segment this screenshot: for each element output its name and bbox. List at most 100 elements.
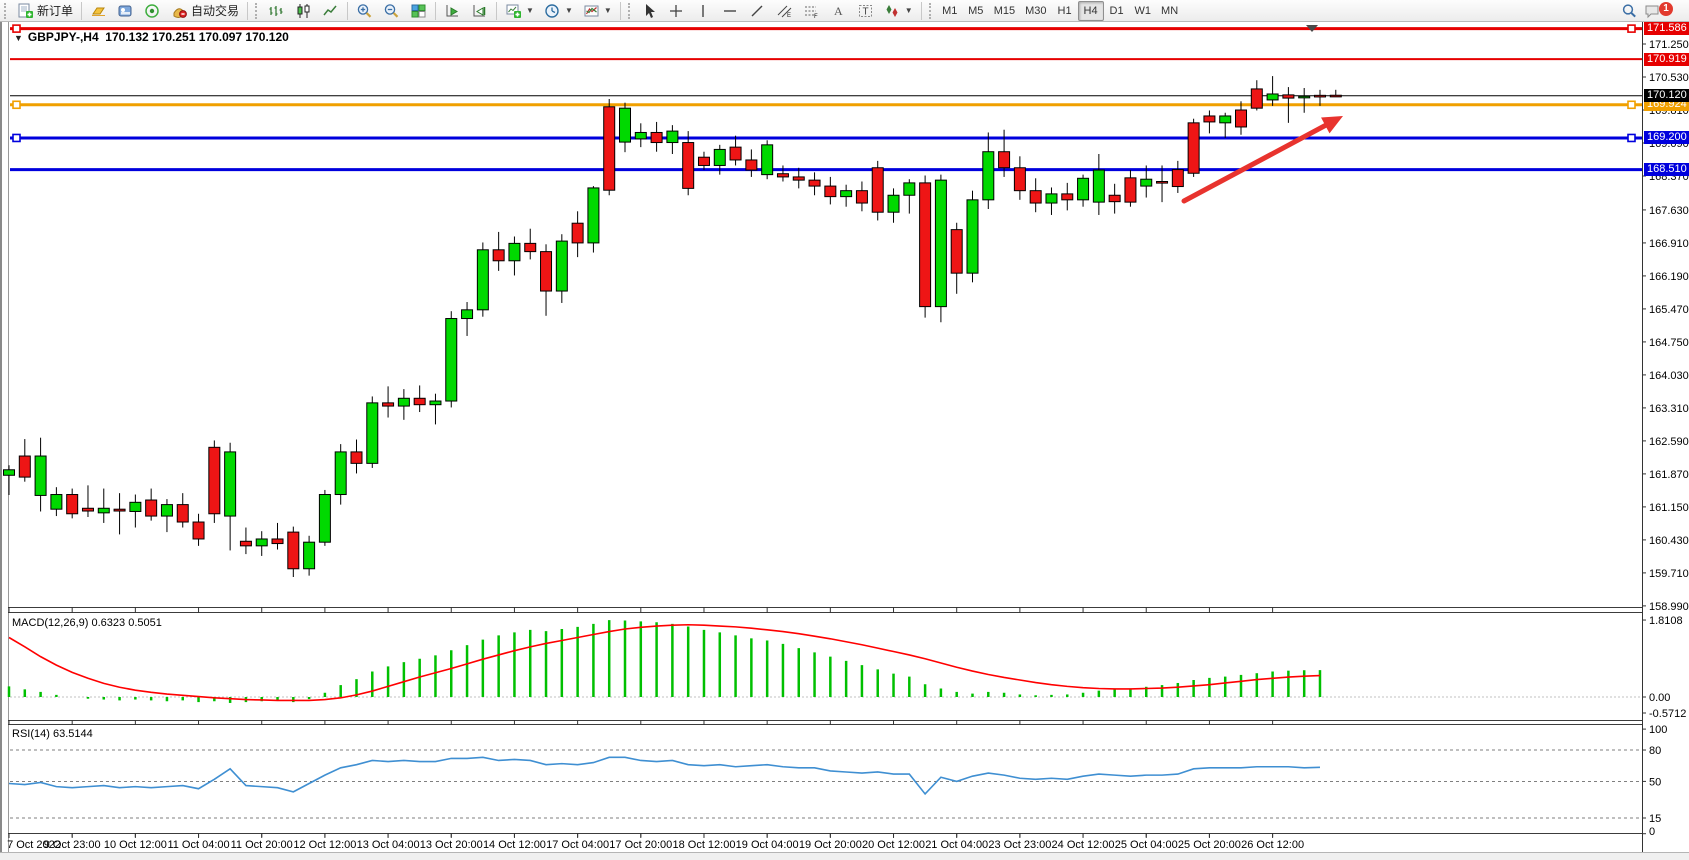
cursor-icon xyxy=(641,3,658,19)
svg-text:158.990: 158.990 xyxy=(1649,601,1689,613)
tile-windows-icon xyxy=(410,3,427,19)
gold-bars-button[interactable] xyxy=(85,1,112,21)
timeframe-m1[interactable]: M1 xyxy=(942,4,958,17)
svg-text:167.630: 167.630 xyxy=(1649,205,1689,217)
chart-window[interactable]: 171.250170.530169.810169.090168.370167.6… xyxy=(0,22,1689,852)
toolbar-grip[interactable] xyxy=(928,2,934,19)
svg-text:161.150: 161.150 xyxy=(1649,502,1689,514)
chart-shift-button[interactable] xyxy=(466,1,493,21)
fibonacci-button[interactable]: F xyxy=(798,1,825,21)
search-icon[interactable] xyxy=(1621,3,1638,19)
channel-icon: E xyxy=(776,3,793,19)
channel-button[interactable]: E xyxy=(771,1,798,21)
toolbar-grip[interactable] xyxy=(627,2,633,19)
separator xyxy=(347,1,349,20)
horizontal-line-button[interactable] xyxy=(717,1,744,21)
auto-scroll-icon xyxy=(444,3,461,19)
toolbar-grip[interactable] xyxy=(4,2,9,19)
svg-text:F: F xyxy=(814,14,818,19)
timeframe-m30[interactable]: M30 xyxy=(1025,4,1047,17)
price-line-label: 169.200 xyxy=(1644,131,1689,145)
bar-chart-icon xyxy=(268,3,285,19)
svg-text:E: E xyxy=(787,13,791,19)
horizontal-line-icon xyxy=(722,3,739,19)
svg-text:80: 80 xyxy=(1649,745,1661,757)
new-chart-icon xyxy=(505,3,522,19)
toolbar-grip[interactable] xyxy=(255,2,260,19)
auto-trading-button[interactable]: 自动交易 xyxy=(166,1,244,21)
chevron-down-icon: ▼ xyxy=(526,6,534,15)
timeframe-mn[interactable]: MN xyxy=(1161,4,1179,17)
svg-text:12 Oct 12:00: 12 Oct 12:00 xyxy=(293,839,356,851)
timeframe-w1[interactable]: W1 xyxy=(1134,4,1152,17)
new-chart-button[interactable]: ▼ xyxy=(500,1,539,21)
cursor-button[interactable] xyxy=(636,1,663,21)
zoom-out-button[interactable] xyxy=(378,1,405,21)
zoom-in-button[interactable] xyxy=(351,1,378,21)
separator xyxy=(920,1,922,20)
timeframe-h4[interactable]: H4 xyxy=(1077,0,1104,21)
templates-button[interactable]: ▼ xyxy=(578,1,617,21)
tile-windows-button[interactable] xyxy=(405,1,432,21)
arrows-icon xyxy=(884,3,901,19)
line-chart-button[interactable] xyxy=(317,1,344,21)
svg-text:26 Oct 12:00: 26 Oct 12:00 xyxy=(1241,839,1304,851)
auto-trading-icon xyxy=(171,3,188,19)
chart-canvas[interactable]: 171.250170.530169.810169.090168.370167.6… xyxy=(2,22,1689,852)
svg-text:50: 50 xyxy=(1649,776,1661,788)
macd-signal-value: 0.5051 xyxy=(128,617,162,629)
periods-button[interactable]: ▼ xyxy=(539,1,578,21)
svg-text:166.190: 166.190 xyxy=(1649,271,1689,283)
timeframe-m5[interactable]: M5 xyxy=(968,4,984,17)
trendline-icon xyxy=(749,3,766,19)
separator xyxy=(496,1,498,20)
auto-trading-label: 自动交易 xyxy=(191,4,240,18)
svg-text:A: A xyxy=(834,4,843,18)
chat-icon[interactable] xyxy=(1644,3,1661,19)
candles-layer xyxy=(3,76,1342,578)
history-center-button[interactable] xyxy=(112,1,139,21)
svg-text:17 Oct 04:00: 17 Oct 04:00 xyxy=(546,839,609,851)
rsi-panel-label: RSI(14) 63.5144 xyxy=(12,728,93,740)
svg-text:162.590: 162.590 xyxy=(1649,436,1689,448)
svg-text:7 Oct 2022: 7 Oct 2022 xyxy=(7,839,61,851)
line-chart-icon xyxy=(322,3,339,19)
arrows-button[interactable]: ▼ xyxy=(879,1,918,21)
separator xyxy=(247,1,249,20)
new-order-button[interactable]: 新订单 xyxy=(12,1,78,21)
svg-text:14 Oct 12:00: 14 Oct 12:00 xyxy=(483,839,546,851)
zoom-in-icon xyxy=(356,3,373,19)
chart-shift-icon xyxy=(471,3,488,19)
crosshair-icon xyxy=(668,3,685,19)
svg-text:160.430: 160.430 xyxy=(1649,535,1689,547)
vertical-line-button[interactable] xyxy=(690,1,717,21)
signal-button[interactable] xyxy=(139,1,166,21)
notification-badge[interactable]: 1 xyxy=(1659,1,1673,16)
macd-panel-label: MACD(12,26,9) 0.6323 0.5051 xyxy=(12,617,162,629)
svg-text:15: 15 xyxy=(1649,813,1661,825)
timeframe-h1[interactable]: H1 xyxy=(1057,4,1072,17)
candlestick-chart-button[interactable] xyxy=(290,1,317,21)
trendline-button[interactable] xyxy=(744,1,771,21)
rsi-value: 63.5144 xyxy=(52,728,93,740)
auto-scroll-button[interactable] xyxy=(439,1,466,21)
svg-text:164.030: 164.030 xyxy=(1649,370,1689,382)
timeframe-m15[interactable]: M15 xyxy=(993,4,1016,17)
svg-text:T: T xyxy=(862,6,868,17)
crosshair-button[interactable] xyxy=(663,1,690,21)
separator xyxy=(619,1,621,20)
toolbar: 新订单 自动交易 xyxy=(0,0,1689,22)
text-label-button[interactable]: T xyxy=(852,1,879,21)
text-button[interactable]: A xyxy=(825,1,852,21)
bar-chart-button[interactable] xyxy=(263,1,290,21)
svg-text:171.250: 171.250 xyxy=(1649,39,1689,51)
text-icon: A xyxy=(830,3,847,19)
zoom-out-icon xyxy=(383,3,400,19)
periods-icon xyxy=(544,3,561,19)
timeframe-d1[interactable]: D1 xyxy=(1109,4,1124,17)
svg-text:21 Oct 04:00: 21 Oct 04:00 xyxy=(925,839,988,851)
price-line-label: 170.919 xyxy=(1644,52,1689,66)
chevron-down-icon: ▼ xyxy=(603,6,612,15)
svg-text:1.8108: 1.8108 xyxy=(1649,615,1683,627)
chart-title: ▼ GBPJPY-,H4 170.132 170.251 170.097 170.… xyxy=(14,30,289,44)
